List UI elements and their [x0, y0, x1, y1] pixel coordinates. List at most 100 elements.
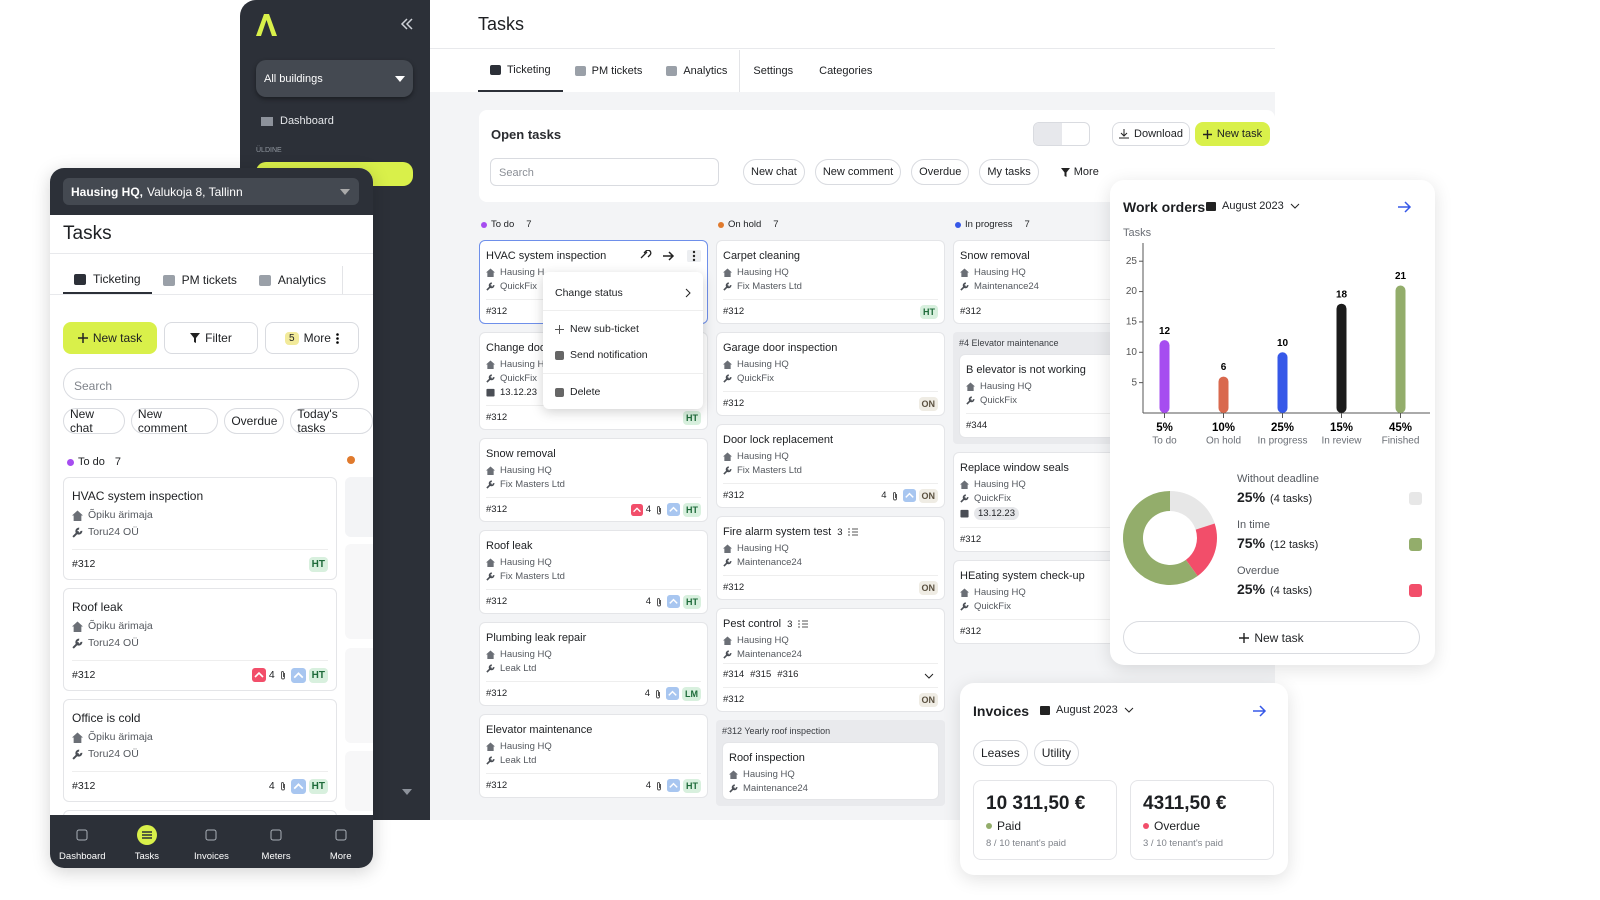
building: Hausing HQ	[737, 359, 789, 370]
dot	[692, 250, 696, 254]
tab[interactable]: PM tickets	[152, 266, 248, 294]
tab[interactable]: Ticketing	[478, 50, 563, 92]
task-card[interactable]: Fire alarm system test 3 Hausing HQ Mainten…	[716, 516, 945, 600]
task-flags: 4 HT	[646, 594, 701, 609]
task-footer: #312 4 HT	[486, 589, 701, 609]
task-id: #312	[723, 306, 745, 317]
task-footer: #312 4 HT	[72, 660, 328, 683]
building-row: Hausing HQ	[486, 741, 701, 752]
wrench-icon	[486, 756, 495, 765]
button-label: New task	[1254, 630, 1304, 645]
vendor: Leak Ltd	[500, 663, 537, 674]
filter-chip[interactable]: My tasks	[979, 159, 1039, 185]
open-arrow[interactable]	[1253, 705, 1267, 717]
tab-label: PM tickets	[591, 65, 643, 77]
filter-chip[interactable]: More	[1049, 159, 1099, 185]
filter-chip[interactable]: New chat	[63, 407, 125, 435]
legend: Without deadline 25% (4 tasks) In time 75% (1…	[1237, 473, 1422, 611]
task-card[interactable]: Roof inspection Hausing HQ Maintenance24	[722, 742, 939, 800]
filter-chip[interactable]: Overdue	[911, 159, 970, 185]
vendor-row: QuickFix	[960, 493, 1175, 504]
task-card[interactable]: Elevator maintenance Hausing HQ Leak Ltd #3…	[479, 714, 708, 798]
nav-item[interactable]: Tasks	[115, 815, 180, 868]
tab[interactable]: Settings	[740, 50, 806, 92]
task-card[interactable]: Garage door inspection Hausing HQ QuickFix…	[716, 332, 945, 416]
shape	[960, 494, 969, 503]
tab[interactable]: Ticketing	[63, 266, 152, 294]
tab[interactable]: Analytics	[654, 50, 741, 92]
bar	[1159, 340, 1170, 413]
new-task-button[interactable]: New task	[1123, 621, 1420, 654]
filter-chip[interactable]: Today's tasks	[290, 407, 373, 435]
month: August 2023	[1222, 200, 1284, 212]
month-select[interactable]: August 2023	[1206, 200, 1300, 212]
task-card[interactable]: Snow removal Hausing HQ Fix Masters Ltd #31…	[479, 438, 708, 522]
month-select[interactable]: August 2023	[1040, 704, 1134, 716]
legend-item: Overdue 25% (4 tasks)	[1237, 565, 1422, 611]
assignee-badge: HT	[683, 410, 701, 425]
nav-item[interactable]: Invoices	[179, 815, 244, 868]
house-icon	[960, 268, 969, 277]
building: Hausing HQ	[500, 465, 552, 476]
filter-button[interactable]: Filter	[164, 322, 258, 354]
collapse-icon[interactable]	[400, 17, 414, 31]
tab[interactable]: Analytics	[248, 266, 343, 294]
shape	[490, 65, 501, 75]
invoice-summaries: 10 311,50 € Paid 8 / 10 tenant's paid 4311,…	[973, 780, 1274, 860]
task-card[interactable]: Office is cold Õpiku ärimaja Toru24 OÜ #312…	[63, 699, 337, 802]
status-dot	[1143, 823, 1149, 829]
nav-item[interactable]: Meters	[244, 815, 309, 868]
menu-item[interactable]: Change status	[543, 276, 703, 311]
shape	[729, 784, 738, 793]
task-card[interactable]: Pest control 3 Hausing HQ Maintenance24 #314…	[716, 608, 945, 712]
clip-icon	[657, 505, 661, 514]
new-task-button[interactable]: New task	[1195, 122, 1270, 146]
tab[interactable]: PM tickets	[563, 50, 655, 92]
wrench-icon	[72, 638, 83, 649]
task-card[interactable]: Plumbing leak repair Hausing HQ Leak Ltd #3…	[479, 622, 708, 706]
building-select[interactable]: All buildings	[256, 60, 413, 97]
task-card[interactable]: Door lock replacement Hausing HQ Fix Maste…	[716, 424, 945, 508]
shape	[723, 544, 732, 553]
more-button[interactable]: 5 More	[265, 322, 359, 354]
vendor: Maintenance24	[737, 557, 802, 568]
open-arrow[interactable]	[1398, 201, 1412, 213]
nav-item[interactable]: More	[308, 815, 373, 868]
task-title: Elevator maintenance	[486, 724, 593, 736]
download-button[interactable]: Download	[1112, 122, 1190, 146]
building-row: Hausing HQ	[966, 381, 1169, 392]
building: Hausing HQ	[737, 267, 789, 278]
task-card[interactable]: Roof leak Hausing HQ Fix Masters Ltd #312 4 H…	[479, 530, 708, 614]
task-card[interactable]: Roof leak Õpiku ärimaja Toru24 OÜ #312 4 HT	[63, 588, 337, 691]
menu-item[interactable]: Delete	[543, 379, 703, 405]
filter-chip[interactable]: Overdue	[224, 408, 285, 434]
divider	[430, 48, 1275, 49]
vendor: Toru24 OÜ	[88, 637, 139, 649]
value-label: 6	[1221, 362, 1227, 373]
filter-chip[interactable]: Leases	[973, 740, 1028, 766]
column-name: To do	[491, 219, 515, 230]
filter-chip[interactable]: Utility	[1033, 740, 1080, 766]
building-row: Hausing HQ	[486, 649, 701, 660]
assignee-badge: HT	[308, 556, 328, 572]
filter-chip[interactable]: New comment	[130, 407, 219, 435]
filter-chip[interactable]: New chat	[743, 159, 805, 185]
menu-item[interactable]: New sub-ticket	[543, 316, 703, 342]
filter-chip[interactable]: New comment	[814, 159, 902, 185]
chart-view[interactable]	[1034, 123, 1062, 145]
dot	[718, 221, 724, 228]
assignee-badge: ON	[918, 488, 938, 503]
nav-item[interactable]: Dashboard	[50, 815, 115, 868]
menu-item[interactable]: Send notification	[543, 342, 703, 374]
task-id: #312	[486, 596, 508, 607]
task-card[interactable]: Carpet cleaning Hausing HQ Fix Masters Ltd…	[716, 240, 945, 324]
task-card[interactable]: HVAC system inspection Õpiku ärimaja Toru2…	[63, 477, 337, 580]
tab[interactable]: Categories	[806, 50, 885, 92]
nav-dashboard[interactable]: Dashboard	[261, 115, 334, 127]
chip-label: New chat	[751, 166, 797, 178]
search-input[interactable]: Search	[63, 368, 359, 400]
search-input[interactable]: Search	[490, 158, 719, 186]
menu-label: Send notification	[570, 349, 648, 361]
new-task-button[interactable]: New task	[63, 322, 157, 354]
building-select[interactable]: Hausing HQ, Valukoja 8, Tallinn	[63, 178, 359, 205]
